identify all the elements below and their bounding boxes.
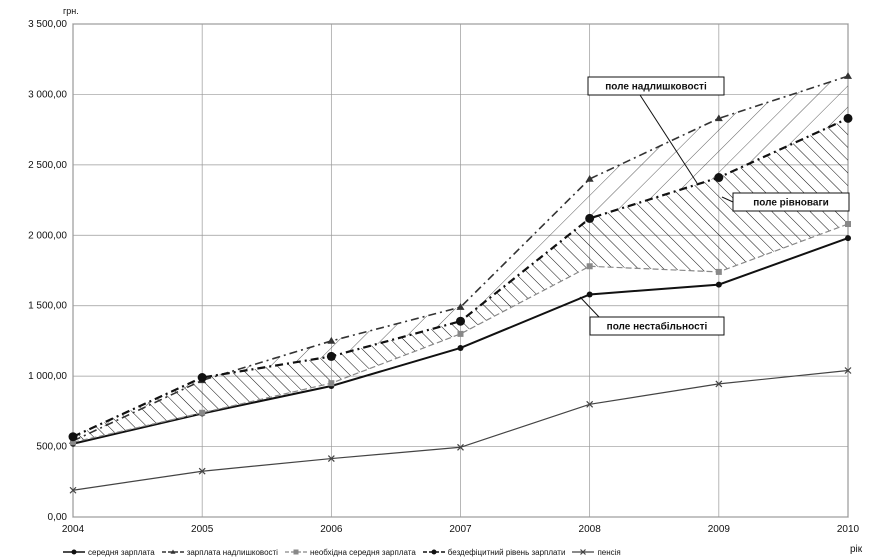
- legend: середня зарплата зарплата надлишковості не…: [62, 546, 842, 558]
- annotation-2: поле рівноваги: [721, 192, 850, 212]
- data-point: [327, 455, 335, 462]
- annotation-label: поле рівноваги: [753, 198, 829, 209]
- x-tick-label: 2006: [320, 524, 343, 535]
- legend-label: середня зарплата: [88, 547, 155, 557]
- x-tick-label: 2010: [837, 524, 860, 535]
- y-tick-label: 2 000,00: [28, 230, 67, 241]
- annotation-label: поле нестабільності: [607, 321, 708, 333]
- data-point: [328, 380, 335, 387]
- data-point: [844, 367, 852, 374]
- data-point: [456, 303, 465, 310]
- annotation-label: поле надлишковості: [605, 82, 707, 93]
- data-point: [431, 549, 437, 555]
- legend-item: зарплата надлишковості: [161, 548, 278, 557]
- legend-label: необхідна середня зарплата: [309, 547, 416, 557]
- y-tick-label: 1 500,00: [28, 301, 67, 312]
- y-tick-label: 2 500,00: [28, 160, 67, 171]
- data-point: [293, 549, 299, 555]
- data-point: [327, 336, 336, 344]
- legend-swatch: [284, 549, 307, 555]
- legend-item: необхідна середня зарплата: [284, 548, 416, 557]
- data-point: [457, 344, 464, 351]
- series-4: [68, 113, 853, 442]
- data-point: [457, 330, 464, 337]
- data-point: [715, 281, 722, 288]
- data-point: [586, 263, 593, 270]
- data-point: [715, 268, 722, 275]
- data-point: [580, 549, 587, 555]
- annotation-box: [589, 316, 725, 336]
- legend-item: пенсія: [571, 547, 621, 557]
- data-point: [715, 380, 723, 388]
- annotation-arrow: [639, 94, 698, 184]
- annotation-box: [732, 192, 850, 212]
- legend-swatch: [63, 549, 85, 555]
- y-tick-label: 3 000,00: [28, 89, 67, 100]
- x-tick-label: 2005: [191, 524, 214, 535]
- legend-item: середня зарплата: [62, 548, 155, 557]
- data-point: [585, 174, 594, 182]
- y-tick-label: 0,00: [48, 512, 68, 523]
- annotation-arrow: [579, 296, 601, 319]
- data-point: [844, 72, 852, 79]
- y-tick-label: 500,00: [36, 442, 67, 453]
- data-point: [457, 443, 464, 451]
- y-tick-label: 3 500,00: [28, 19, 67, 30]
- x-tick-label: 2008: [579, 524, 602, 535]
- legend-swatch: [572, 549, 595, 555]
- annotation-arrow: [721, 196, 734, 203]
- data-point: [845, 235, 851, 242]
- x-tick-label: 2009: [708, 524, 731, 535]
- data-point: [845, 221, 851, 228]
- data-point: [843, 113, 853, 123]
- data-point: [199, 409, 206, 416]
- data-point: [585, 213, 595, 223]
- data-point: [714, 173, 724, 183]
- y-axis-unit: грн.: [63, 6, 79, 16]
- legend-label: бездефіцитний рівень зарплати: [447, 547, 566, 557]
- region-fills: [73, 76, 848, 443]
- data-point: [69, 486, 77, 494]
- legend-label: зарплата надлишковості: [186, 547, 278, 557]
- x-tick-label: 2007: [449, 524, 472, 535]
- annotation-3: поле нестабільності: [579, 296, 725, 336]
- series-5: [69, 367, 852, 494]
- x-tick-label: 2004: [62, 524, 85, 535]
- data-point: [586, 400, 594, 408]
- equilibrium-region: [73, 118, 848, 443]
- surplus-region: [73, 76, 848, 441]
- data-point: [326, 351, 336, 361]
- annotation-box: [587, 76, 725, 96]
- annotations: поле надлишковості поле рівноваги поле нес…: [579, 76, 850, 336]
- data-point: [456, 316, 465, 326]
- data-point: [71, 549, 77, 555]
- y-tick-label: 1 000,00: [28, 371, 67, 382]
- data-point: [170, 549, 176, 554]
- data-point: [586, 291, 593, 298]
- grid: [72, 23, 849, 518]
- data-point: [197, 373, 207, 383]
- series-layer: [68, 72, 853, 494]
- annotation-1: поле надлишковості: [587, 76, 725, 184]
- axis-labels: 0,00 500,00 1 000,00 1 500,00 2 000,00 2 500,…: [28, 6, 859, 535]
- data-point: [70, 439, 76, 446]
- series-3: [70, 221, 851, 446]
- data-point: [714, 114, 723, 122]
- legend-swatch: [161, 549, 184, 554]
- legend-swatch: [422, 549, 445, 555]
- legend-label: пенсія: [597, 547, 621, 557]
- data-point: [68, 432, 78, 442]
- data-point: [198, 467, 206, 475]
- legend-item: бездефіцитний рівень зарплати: [422, 547, 566, 557]
- x-axis-unit: рік: [850, 544, 863, 555]
